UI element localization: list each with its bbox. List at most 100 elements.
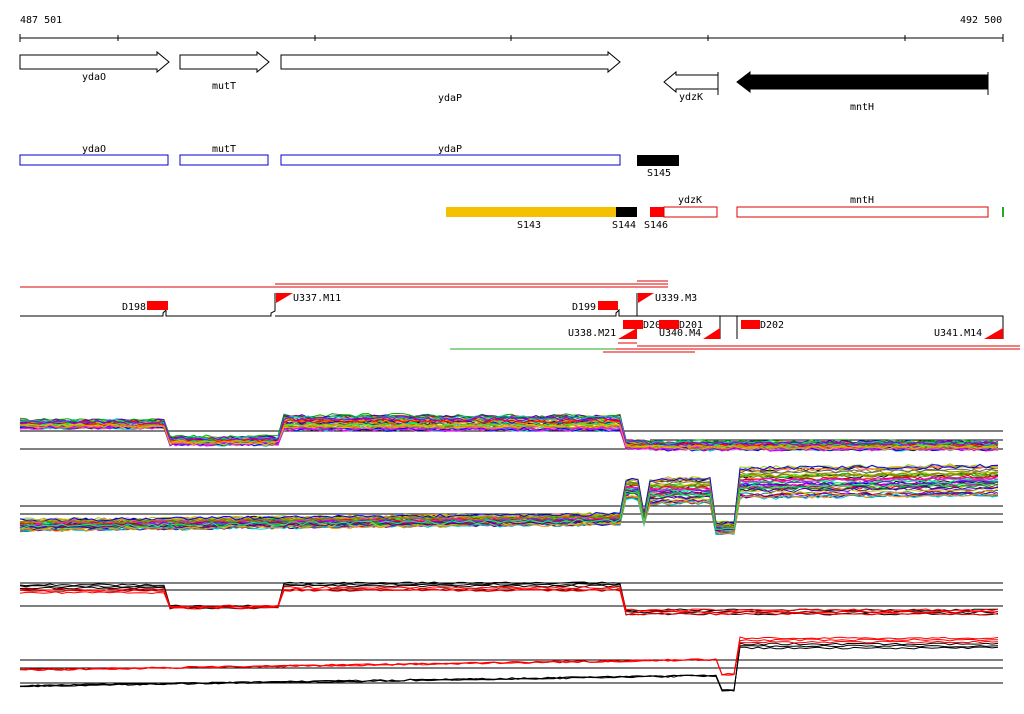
expression-profile-line: [19, 636, 999, 676]
gene-arrow-mutt[interactable]: mutT: [179, 50, 270, 92]
gene-arrow-ydap[interactable]: ydaP: [280, 50, 621, 104]
feature-flag[interactable]: [618, 328, 637, 339]
feature-u340-m4[interactable]: U340.M4: [659, 328, 720, 339]
feature-box[interactable]: [147, 301, 168, 310]
expression-track-4: [19, 636, 1003, 692]
feature-box[interactable]: [741, 320, 760, 329]
cds-ydao[interactable]: ydaO: [19, 144, 169, 166]
cds-box[interactable]: [637, 155, 679, 166]
expression-profile-line: [19, 585, 999, 612]
gene-label: ydaO: [82, 72, 106, 83]
expression-profile-line: [19, 485, 999, 532]
expression-profile-line: [19, 416, 999, 446]
gene-arrow-shape[interactable]: [663, 70, 719, 94]
expression-profile-line: [19, 412, 999, 445]
cds-box[interactable]: [179, 154, 269, 166]
segment-bar[interactable]: [446, 207, 616, 217]
expression-profile-line: [19, 492, 999, 535]
cds-label: ydaO: [82, 144, 106, 155]
cds-s145[interactable]: S145: [637, 155, 679, 179]
cds-label: S145: [647, 168, 671, 179]
segment-bar[interactable]: [663, 206, 718, 218]
expression-profile-line: [19, 415, 999, 446]
segment-ydzk[interactable]: ydzK: [663, 195, 718, 218]
feature-box[interactable]: [598, 301, 618, 310]
feature-box[interactable]: [623, 320, 643, 329]
feature-label: D198: [122, 302, 146, 313]
feature-track: D198 U337.M11 D199 U339.M3 U338.M21 D200…: [20, 280, 1020, 353]
expression-profile-line: [19, 488, 999, 532]
feature-u339-m3[interactable]: U339.M3: [638, 293, 697, 304]
feature-d201[interactable]: D201: [659, 320, 703, 331]
cds-mutt[interactable]: mutT: [179, 144, 269, 166]
segment-label: S144: [612, 220, 636, 231]
feature-d200[interactable]: D200: [623, 320, 667, 331]
segment-bar[interactable]: [650, 207, 664, 217]
ruler-start-label: 487 501: [20, 15, 62, 26]
segment-label: ydzK: [678, 195, 702, 206]
expression-profile-line: [19, 424, 999, 452]
gene-arrow-ydao[interactable]: ydaO: [19, 50, 170, 83]
expression-profile-line: [19, 587, 999, 614]
expression-track-1: [19, 412, 1003, 452]
feature-u337-m11[interactable]: U337.M11: [276, 293, 341, 304]
expression-track-3: [19, 581, 1003, 616]
feature-d202[interactable]: D202: [741, 320, 784, 331]
cds-box[interactable]: [19, 154, 169, 166]
expression-profile-line: [19, 640, 999, 676]
expression-profile-line: [19, 638, 999, 676]
cds-track: ydaO mutT ydaP S145: [19, 144, 679, 179]
feature-label: D199: [572, 302, 596, 313]
feature-d198[interactable]: D198: [122, 301, 168, 313]
feature-d199[interactable]: D199: [572, 301, 618, 313]
expression-profile-line: [19, 642, 999, 692]
ruler: 487 501 492 500: [19, 15, 1004, 42]
segment-bar[interactable]: [736, 206, 989, 218]
expression-track-2: [19, 463, 1003, 535]
segment-mnth[interactable]: mntH: [736, 195, 989, 218]
gene-track: ydaO mutT ydaP ydzK mntH: [19, 50, 989, 113]
expression-profile-line: [19, 463, 999, 526]
feature-label: U341.M14: [934, 328, 982, 339]
segment-track: S143 S144 S146 ydzK mntH: [446, 195, 1004, 231]
feature-flag[interactable]: [703, 328, 720, 339]
feature-label: U339.M3: [655, 293, 697, 304]
segment-s146[interactable]: S146: [644, 207, 668, 231]
feature-label: U340.M4: [659, 328, 701, 339]
segment-s143[interactable]: S143: [446, 207, 616, 231]
expression-profile-line: [19, 472, 999, 529]
feature-flag[interactable]: [638, 293, 654, 303]
gene-arrow-shape[interactable]: [179, 50, 270, 74]
gene-arrow-ydzk[interactable]: ydzK: [663, 70, 719, 103]
expression-profile-line: [19, 423, 999, 450]
gene-label: ydaP: [438, 93, 462, 104]
expression-profile-line: [19, 476, 999, 530]
feature-label: D201: [679, 320, 703, 331]
segment-label: mntH: [850, 195, 874, 206]
gene-arrow-shape[interactable]: [280, 50, 621, 74]
feature-flag[interactable]: [984, 328, 1003, 339]
cds-label: mutT: [212, 144, 236, 155]
cds-box[interactable]: [280, 154, 621, 166]
gene-label: mutT: [212, 81, 236, 92]
feature-baseline: [20, 293, 700, 317]
gene-arrow-mnth[interactable]: mntH: [736, 70, 989, 113]
cds-label: ydaP: [438, 144, 462, 155]
feature-label: U337.M11: [293, 293, 341, 304]
gene-arrow-shape[interactable]: [736, 70, 989, 94]
segment-label: S143: [517, 220, 541, 231]
segment-bar[interactable]: [616, 207, 637, 217]
feature-u341-m14[interactable]: U341.M14: [934, 328, 1003, 339]
segment-s144[interactable]: S144: [612, 207, 637, 231]
feature-flag[interactable]: [276, 293, 293, 303]
segment-edge-marker: [1002, 207, 1004, 217]
feature-u338-m21[interactable]: U338.M21: [568, 328, 637, 339]
feature-label: D200: [643, 320, 667, 331]
gene-arrow-shape[interactable]: [19, 50, 170, 74]
cds-ydap[interactable]: ydaP: [280, 144, 621, 166]
gene-label: ydzK: [679, 92, 703, 103]
ruler-end-label: 492 500: [960, 15, 1002, 26]
feature-box[interactable]: [659, 320, 679, 329]
